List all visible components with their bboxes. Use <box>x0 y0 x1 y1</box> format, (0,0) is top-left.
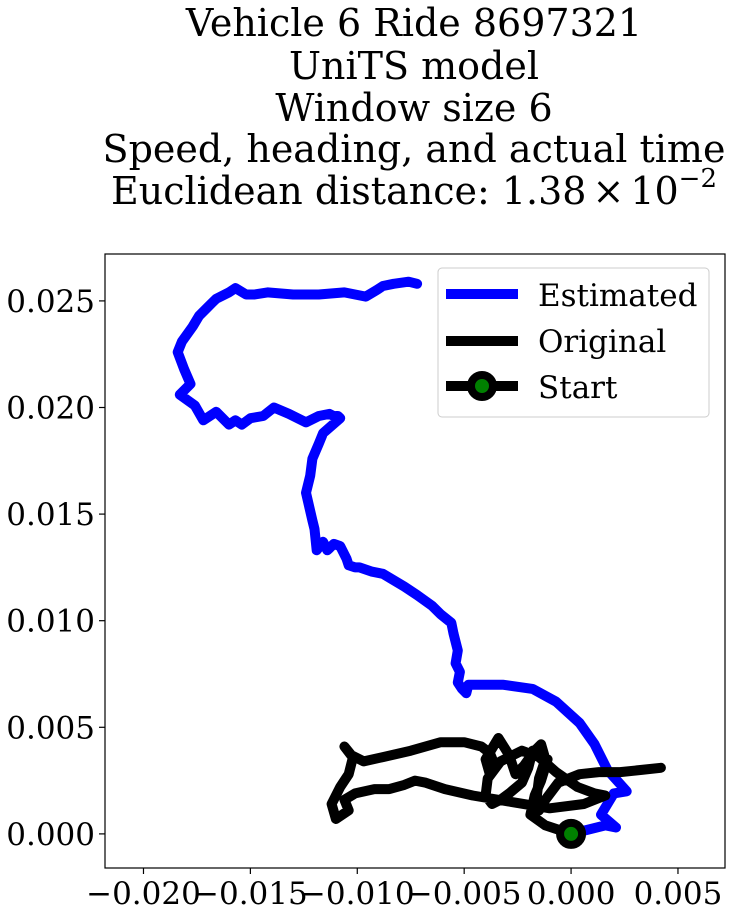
x-tick-label: 0.005 <box>634 876 723 912</box>
plot-frame <box>104 253 726 869</box>
y-tick-label: 0.025 <box>6 284 95 320</box>
x-tick-label: −0.015 <box>193 876 308 912</box>
title-line-4: Speed, heading, and actual time <box>103 127 726 171</box>
legend-label-original: Original <box>538 324 666 360</box>
y-tick-label: 0.000 <box>6 817 95 853</box>
legend: Estimated Original Start <box>437 267 710 418</box>
title-line-3: Window size 6 <box>275 86 552 130</box>
x-axis: −0.020−0.015−0.010−0.005 0.000 0.005 <box>86 868 722 912</box>
title-line-1: Vehicle 6 Ride 8697321 <box>185 1 642 45</box>
x-tick-label: −0.005 <box>407 876 522 912</box>
title-distance-exponent: −2 <box>679 164 717 194</box>
start-marker <box>556 818 587 849</box>
title-line-2: UniTS model <box>289 44 539 88</box>
x-tick-label: −0.020 <box>86 876 201 912</box>
x-tick-label: 0.000 <box>527 876 616 912</box>
chart-title: Vehicle 6 Ride 8697321 UniTS model Windo… <box>103 1 726 213</box>
x-tick-label: −0.010 <box>300 876 415 912</box>
legend-start-marker <box>467 371 497 401</box>
y-tick-label: 0.005 <box>6 710 95 746</box>
legend-label-start: Start <box>538 370 618 406</box>
plot-series <box>172 276 666 849</box>
title-distance-mantissa: 1.38 <box>502 169 587 213</box>
series-line-original <box>326 733 666 839</box>
title-distance: Euclidean distance: 1.38 × 10−2 <box>111 164 717 213</box>
legend-label-estimated: Estimated <box>538 278 697 314</box>
title-distance-times: × <box>592 169 624 213</box>
title-distance-prefix: Euclidean distance: <box>111 169 502 213</box>
y-tick-label: 0.020 <box>6 391 95 427</box>
y-tick-label: 0.010 <box>6 604 95 640</box>
y-tick-label: 0.015 <box>6 497 95 533</box>
legend-box <box>437 267 710 418</box>
y-axis: 0.000 0.005 0.010 0.015 0.020 0.025 <box>6 284 105 853</box>
series-line-estimated <box>172 276 632 839</box>
title-distance-base: 10 <box>630 169 678 213</box>
